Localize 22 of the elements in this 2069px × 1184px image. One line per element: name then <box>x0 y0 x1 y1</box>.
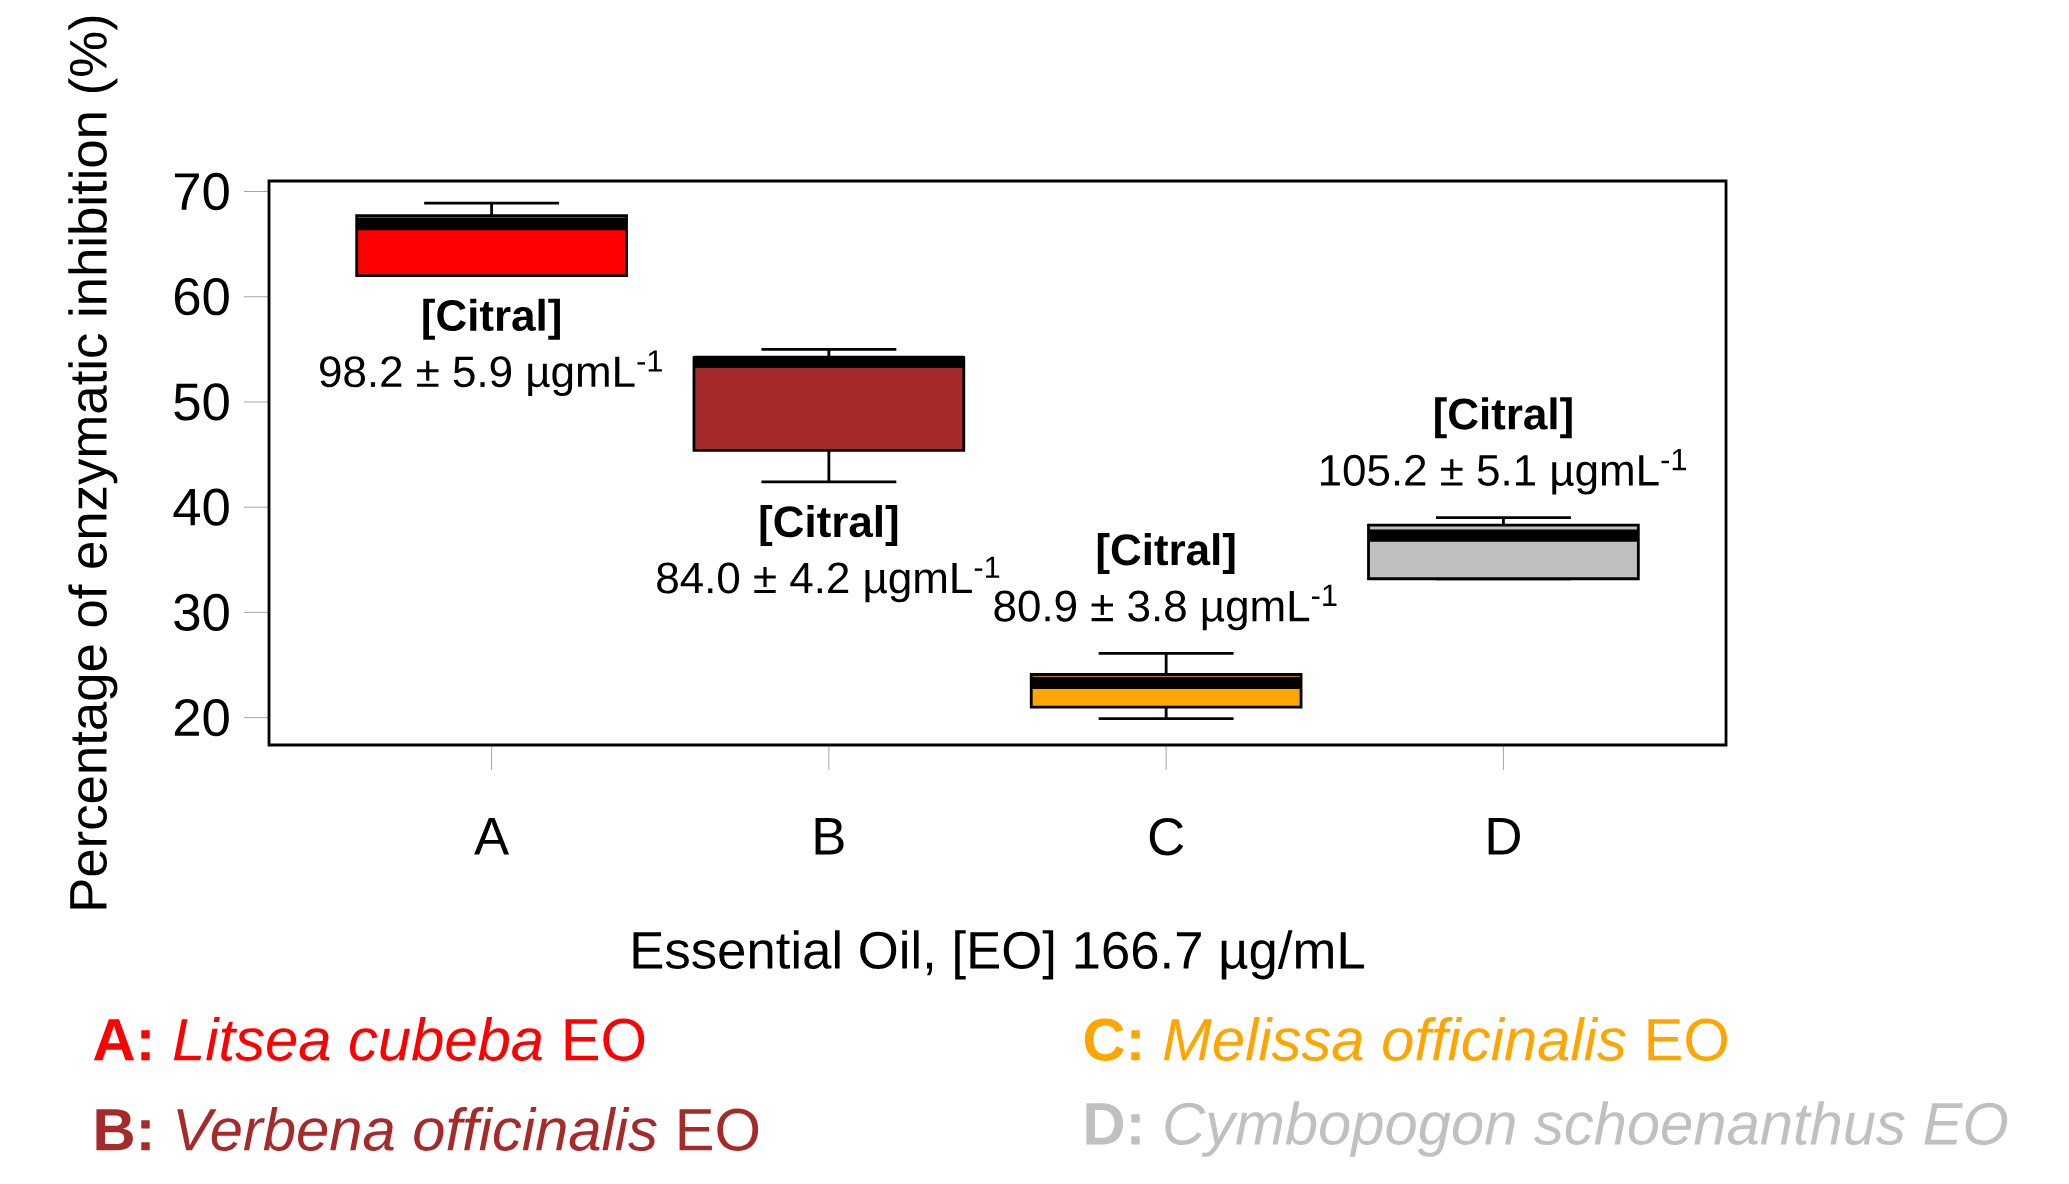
y-tick-label: 70 <box>174 172 229 211</box>
y-tick-label: 40 <box>173 488 229 526</box>
x-tick-label: B <box>815 818 844 855</box>
y-tick-label: 60 <box>174 278 229 316</box>
x-tick-label: D <box>1488 818 1520 855</box>
annotation: 98.2 ± 5.9 µgmL$^{-1}$ <box>320 350 662 396</box>
x-tick-label: A <box>474 818 510 855</box>
y-axis-title: Percentage of enzymatic inhibition (%) <box>68 16 118 909</box>
annotation: [Citral] <box>1097 533 1235 575</box>
annotation: [Citral] <box>1435 397 1572 439</box>
annotation: [Citral] <box>760 505 898 546</box>
annotation: [Citral] <box>423 298 560 340</box>
x-axis-title: Essential Oil, [EO] 166.7 µg/mL <box>633 930 1364 980</box>
text: C: Melissa officinalis EO <box>1084 1017 1727 1061</box>
y-tick-label: 50 <box>174 383 229 421</box>
text: A: Litsea cubeba EO <box>93 1017 645 1061</box>
y-tick-label: 20 <box>174 698 229 737</box>
x-tick-label: C <box>1149 818 1184 856</box>
y-tick-label: 30 <box>174 593 229 632</box>
text: B: Verbena officinalis EO <box>96 1107 759 1151</box>
text: D: Cymbopogon schoenanthus EO <box>1086 1101 2008 1157</box>
annotation: 105.2 ± 5.1 µgmL$^{-1}$ <box>1320 448 1686 495</box>
